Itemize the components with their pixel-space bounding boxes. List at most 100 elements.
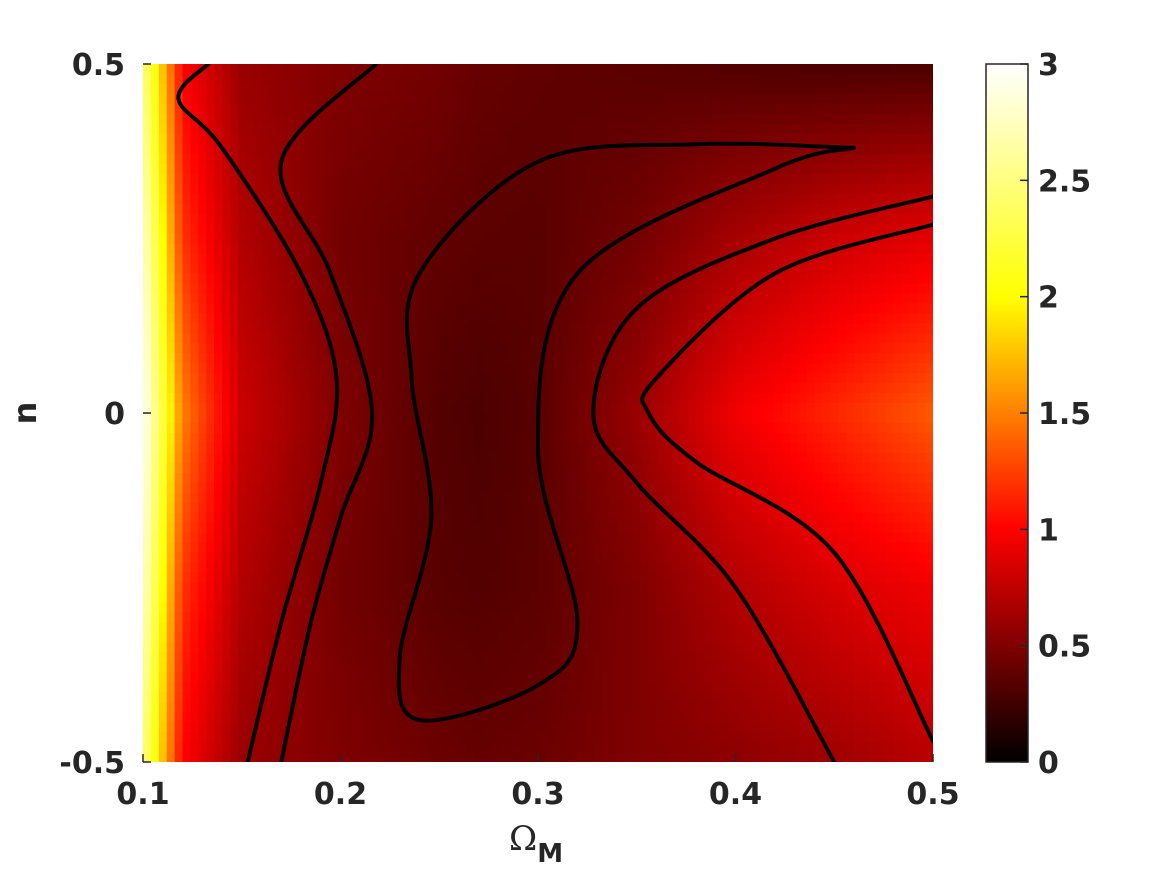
heatmap-cell: [672, 243, 681, 255]
heatmap-cell: [308, 83, 318, 95]
heatmap-cell: [301, 363, 310, 374]
heatmap-cell: [380, 422, 389, 434]
heatmap-cell: [332, 213, 342, 225]
heatmap-cell: [285, 273, 294, 284]
heatmap-cell: [427, 363, 436, 374]
heatmap-cell: [798, 492, 808, 504]
heatmap-cell: [585, 203, 594, 215]
heatmap-cell: [790, 442, 800, 454]
heatmap-cell: [150, 123, 160, 135]
heatmap-cell: [617, 283, 626, 294]
heatmap-cell: [253, 203, 263, 215]
heatmap-cell: [909, 462, 918, 474]
heatmap-cell: [727, 133, 737, 145]
heatmap-cell: [798, 273, 808, 284]
heatmap-cell: [782, 303, 792, 314]
heatmap-cell: [474, 103, 484, 115]
heatmap-cell: [229, 333, 239, 344]
heatmap-cell: [822, 333, 831, 344]
heatmap-cell: [285, 472, 294, 484]
heatmap-cell: [854, 542, 863, 554]
heatmap-cell: [830, 193, 839, 205]
heatmap-cell: [222, 542, 231, 554]
heatmap-cell: [648, 143, 658, 155]
heatmap-cell: [696, 413, 705, 424]
heatmap-cell: [877, 522, 887, 534]
heatmap-cell: [435, 64, 444, 75]
heatmap-cell: [143, 243, 152, 255]
heatmap-cell: [909, 522, 918, 534]
heatmap-cell: [877, 73, 887, 85]
heatmap-cell: [814, 512, 823, 524]
heatmap-cell: [901, 64, 910, 75]
heatmap-cell: [435, 343, 444, 354]
heatmap-cell: [174, 552, 184, 564]
heatmap-cell: [672, 213, 681, 225]
heatmap-cell: [711, 283, 721, 294]
heatmap-cell: [854, 343, 863, 354]
heatmap-cell: [632, 532, 642, 544]
heatmap-cell: [854, 233, 863, 245]
heatmap-cell: [664, 462, 673, 474]
heatmap-cell: [680, 303, 689, 314]
heatmap-cell: [395, 432, 405, 444]
heatmap-cell: [206, 452, 215, 464]
heatmap-cell: [348, 403, 357, 414]
heatmap-cell: [553, 502, 563, 514]
heatmap-cell: [356, 383, 365, 394]
heatmap-cell: [174, 103, 184, 115]
heatmap-cell: [743, 83, 752, 95]
heatmap-cell: [380, 512, 389, 524]
heatmap-cell: [466, 472, 476, 484]
heatmap-cell: [696, 512, 705, 524]
heatmap-cell: [846, 153, 855, 165]
heatmap-cell: [474, 83, 484, 95]
heatmap-cell: [340, 233, 349, 245]
heatmap-cell: [474, 472, 484, 484]
heatmap-cell: [403, 64, 413, 75]
heatmap-cell: [909, 173, 918, 185]
heatmap-cell: [277, 413, 286, 424]
heatmap-cell: [387, 193, 397, 205]
heatmap-cell: [506, 512, 515, 524]
heatmap-cell: [664, 283, 673, 294]
heatmap-cell: [561, 183, 571, 195]
heatmap-cell: [798, 542, 808, 554]
heatmap-cell: [451, 363, 460, 374]
heatmap-cell: [680, 153, 689, 165]
heatmap-cell: [680, 233, 689, 245]
heatmap-cell: [522, 333, 531, 344]
heatmap-cell: [419, 482, 428, 494]
heatmap-cell: [403, 163, 413, 175]
heatmap-cell: [419, 373, 428, 384]
heatmap-cell: [806, 143, 816, 155]
heatmap-cell: [237, 273, 247, 284]
heatmap-cell: [846, 133, 855, 145]
heatmap-cell: [182, 273, 191, 284]
heatmap-cell: [198, 512, 207, 524]
heatmap-cell: [166, 482, 176, 494]
heatmap-cell: [846, 83, 855, 95]
heatmap-cell: [751, 64, 760, 75]
heatmap-cell: [198, 203, 207, 215]
heatmap-cell: [553, 273, 563, 284]
heatmap-cell: [696, 363, 705, 374]
heatmap-cell: [427, 462, 436, 474]
heatmap-cell: [846, 323, 855, 334]
heatmap-cell: [711, 502, 721, 514]
heatmap-cell: [522, 64, 531, 75]
heatmap-cell: [308, 552, 318, 564]
heatmap-cell: [782, 233, 792, 245]
heatmap-cell: [285, 283, 294, 294]
heatmap-cell: [332, 103, 342, 115]
heatmap-cell: [435, 413, 444, 424]
heatmap-cell: [277, 203, 286, 215]
heatmap-cell: [719, 422, 729, 434]
heatmap-cell: [767, 552, 776, 564]
heatmap-cell: [617, 472, 626, 484]
heatmap-cell: [222, 93, 231, 105]
heatmap-cell: [182, 413, 191, 424]
heatmap-cell: [459, 73, 468, 85]
heatmap-cell: [838, 393, 847, 404]
heatmap-cell: [767, 123, 776, 135]
